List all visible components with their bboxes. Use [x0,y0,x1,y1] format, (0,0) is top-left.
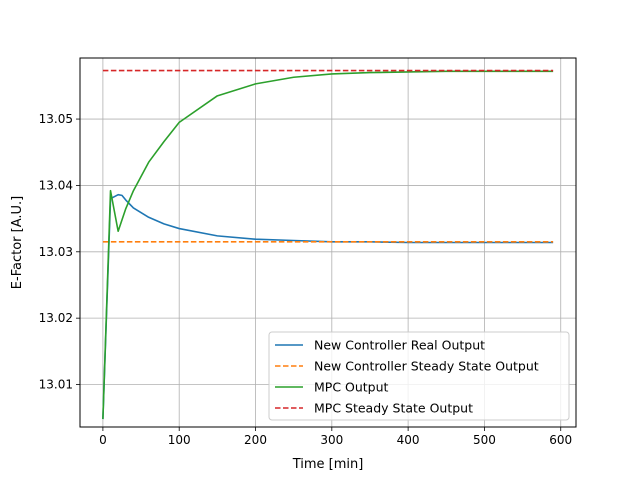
y-tick-label: 13.05 [39,112,73,126]
legend-label-1: New Controller Real Output [314,338,485,353]
y-tick-label: 13.02 [39,311,73,325]
y-tick-label: 13.03 [39,245,73,259]
series-line-1 [102,193,554,420]
legend-label-3: MPC Output [314,380,389,395]
x-tick-label: 100 [168,433,191,447]
x-tick-label: 600 [549,433,572,447]
y-tick-label: 13.01 [39,378,73,392]
plot-frame [79,57,577,428]
series-line-3 [102,70,554,420]
x-tick-label: 200 [244,433,267,447]
plot-series [102,69,554,420]
legend-box [268,331,570,421]
x-tick-label: 500 [473,433,496,447]
x-tick-label: 0 [99,433,107,447]
x-tick-label: 400 [397,433,420,447]
legend: New Controller Real Output New Controller… [268,331,570,421]
legend-label-4: MPC Steady State Output [314,401,473,416]
y-tick-label: 13.04 [39,178,73,192]
x-tick-label: 300 [320,433,343,447]
legend-label-2: New Controller Steady State Output [314,359,539,374]
x-axis-label: Time [min] [292,457,364,472]
y-axis-label: E-Factor [A.U.] [10,196,25,289]
axis-ticks: 0 100 200 300 400 500 600 13.01 13.02 13.03 13.04 1… [39,112,573,447]
